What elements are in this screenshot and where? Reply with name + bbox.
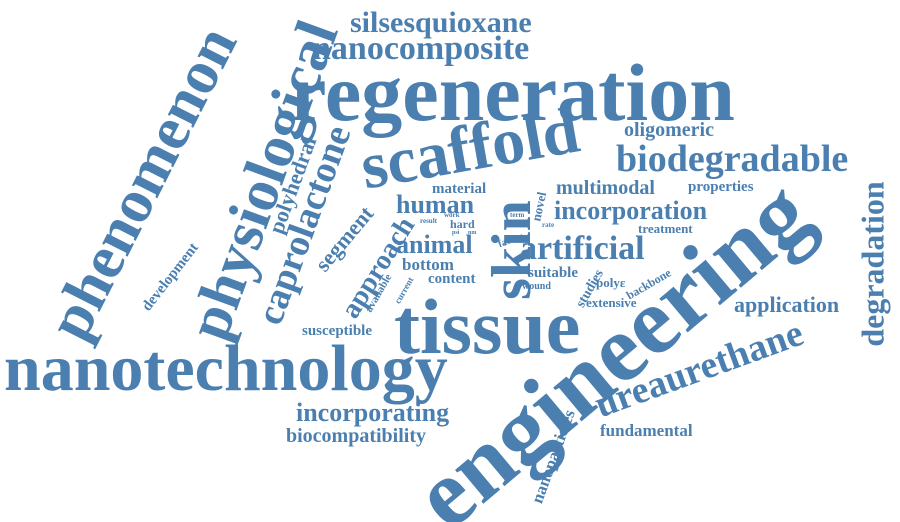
word-human: human [396,190,475,219]
word-application: application [734,292,840,317]
word-biodegradable: biodegradable [616,138,849,180]
word-material: material [432,181,487,197]
word-incorporating: incorporating [296,398,450,427]
word-regeneration: regeneration [290,47,735,138]
word-properties: properties [688,179,754,195]
word-term: term [510,211,525,219]
word-nanocomposite: nanocomposite [312,30,530,67]
word-animal: animal [396,230,473,259]
word-bottom: bottom [402,255,454,274]
word-nm: nm [468,230,477,236]
word-wound: wound [522,281,551,292]
word-susceptible: susceptible [302,323,373,339]
word-multimodal: multimodal [556,177,655,199]
word-degradation: degradation [854,181,891,347]
word-biocompatibility: biocompatibility [286,425,427,447]
word-nanotechnology: nanotechnology [4,332,448,405]
word-suitable: suitable [528,265,579,281]
word-result: result [420,217,437,225]
word-rate: rate [542,221,555,229]
word-artificial: artificial [520,230,645,267]
word-polyc: polyε [596,275,626,290]
word-content: content [428,271,476,287]
word-psi: psi [452,230,460,236]
word-fundamental: fundamental [600,421,693,440]
word-work: work [444,211,460,219]
word-extensive: extensive [586,295,637,310]
word-incorporation: incorporation [554,196,708,225]
word-hard: hard [450,217,475,231]
word-treatment: treatment [638,221,693,236]
word-oligomeric: oligomeric [624,119,714,141]
word-novel: novel [528,190,550,223]
word-tissue: tissue [394,283,581,370]
word-silsesquioxane: silsesquioxane [350,6,532,39]
